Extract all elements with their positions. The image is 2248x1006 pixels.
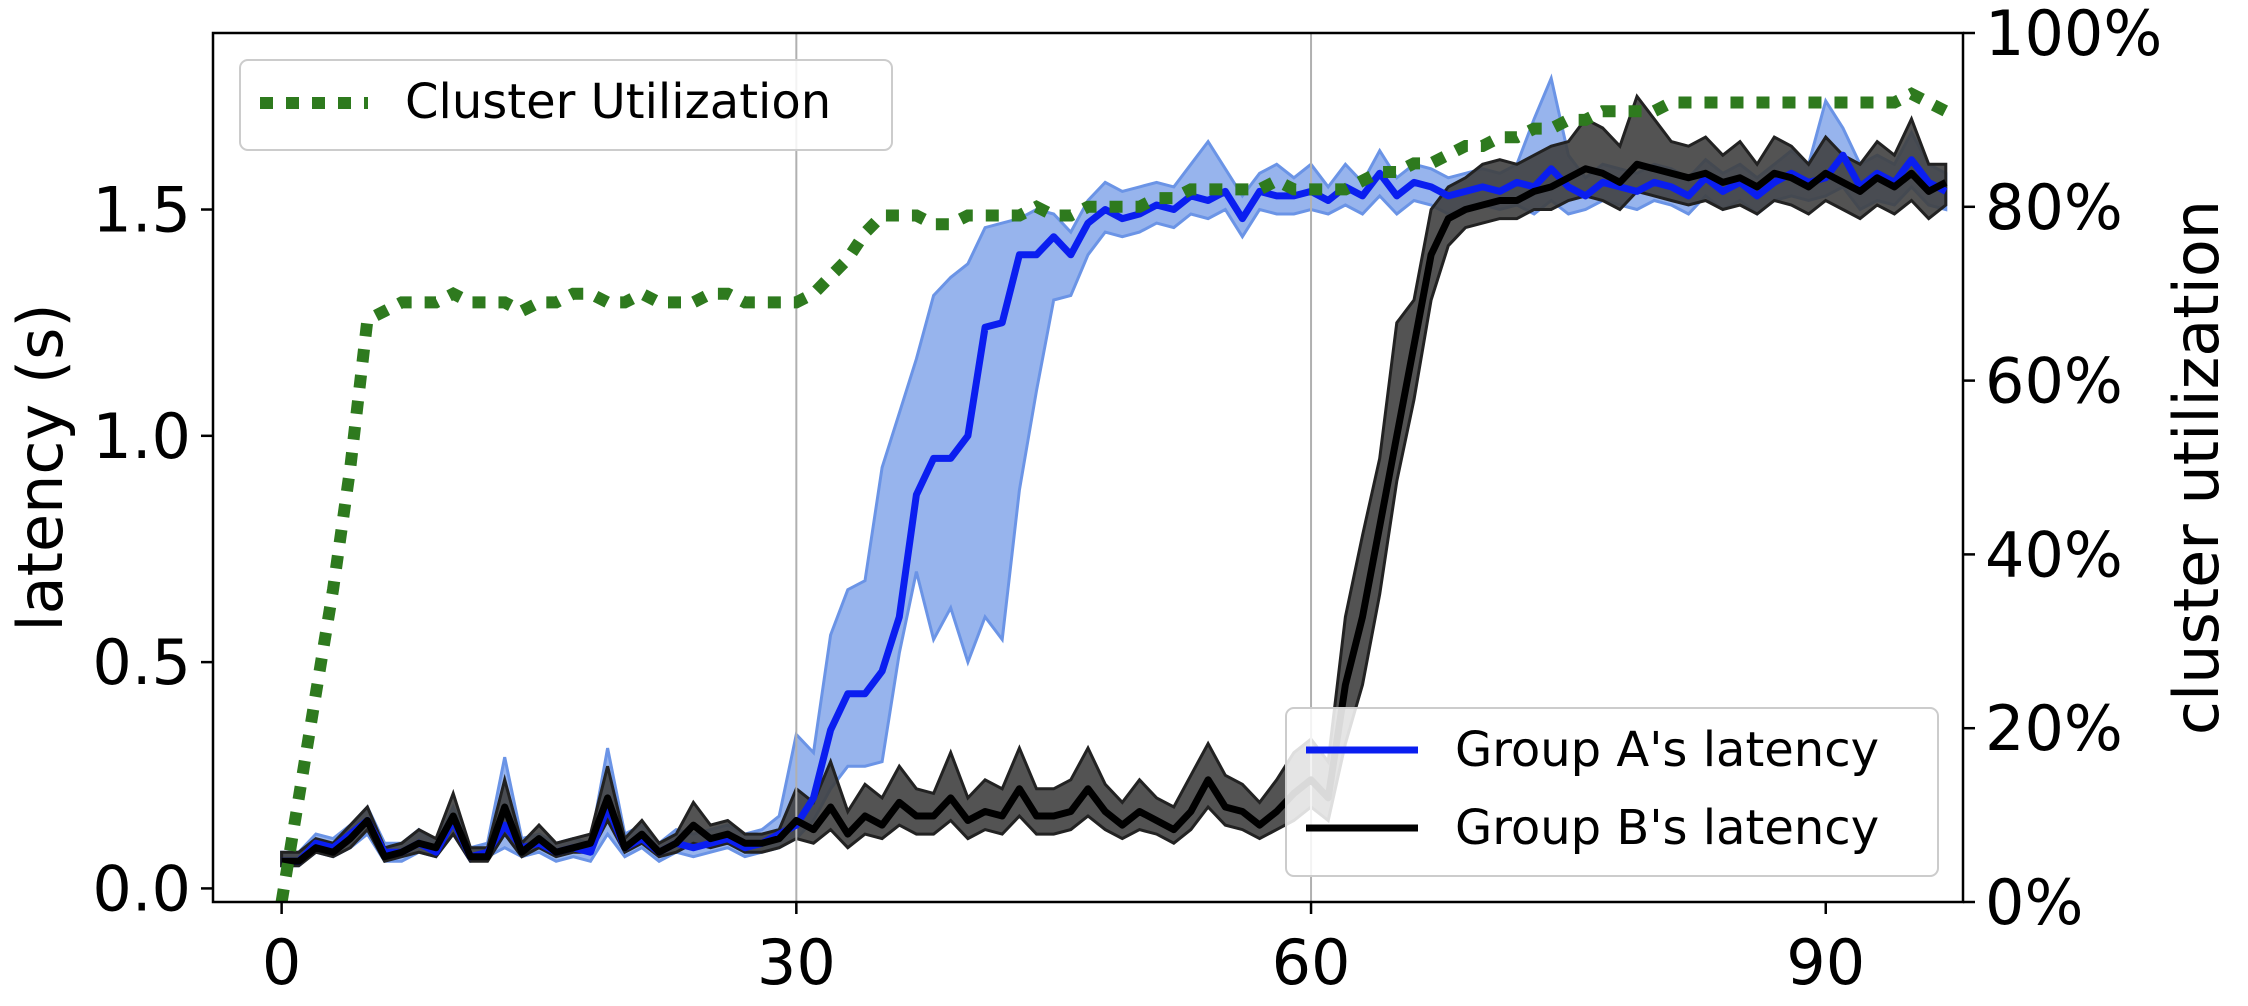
legend-box	[239, 59, 893, 151]
x-axis: 0 30 60 90	[262, 902, 1865, 999]
legend-label-utilization: Cluster Utilization	[405, 74, 831, 130]
series-lines	[275, 87, 1949, 903]
legend-box	[1285, 707, 1939, 877]
y2-tick-label: 80%	[1985, 171, 2123, 244]
y-axis-label: latency (s)	[4, 303, 77, 631]
x-tick-label: 0	[262, 926, 301, 999]
legend-label-group-a: Group A's latency	[1455, 722, 1879, 778]
x-tick-label: 60	[1272, 926, 1351, 999]
y2-tick-label: 100%	[1985, 0, 2162, 70]
y-tick-label: 1.5	[92, 174, 191, 247]
line-cluster-utilization	[275, 87, 1949, 903]
y2-tick-label: 60%	[1985, 345, 2123, 418]
y-tick-label: 0.0	[92, 852, 191, 925]
y-tick-label: 0.5	[92, 626, 191, 699]
legend-label-group-b: Group B's latency	[1455, 800, 1879, 856]
y2-tick-label: 20%	[1985, 692, 2123, 765]
y-axis-left: 0.0 0.5 1.0 1.5	[92, 174, 213, 925]
plot-frame	[211, 31, 1965, 904]
legend-utilization: Cluster Utilization	[239, 59, 893, 151]
y-tick-label: 1.0	[92, 400, 191, 473]
y2-tick-label: 40%	[1985, 518, 2123, 591]
line-group-b	[281, 160, 1948, 865]
y2-axis-label: cluster utilization	[2160, 200, 2233, 735]
x-tick-label: 90	[1786, 926, 1865, 999]
y-axis-right: 0% 20% 40% 60% 80% 100%	[1963, 0, 2162, 939]
legend-latency: Group A's latency Group B's latency	[1285, 707, 1939, 877]
x-tick-label: 30	[757, 926, 836, 999]
y2-tick-label: 0%	[1985, 866, 2083, 939]
